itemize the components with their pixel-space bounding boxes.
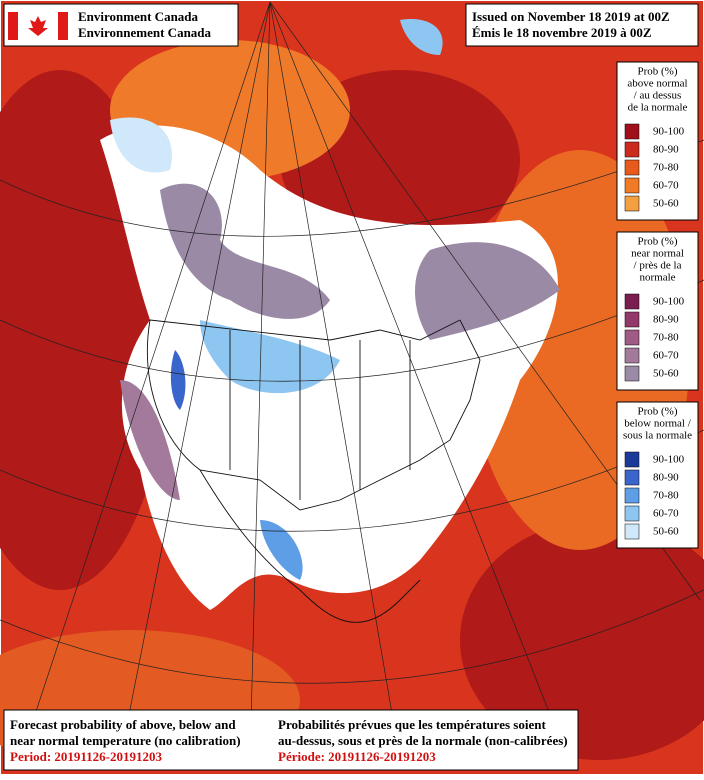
legend-title: de la normale	[628, 102, 688, 114]
legend-title: / près de la	[634, 260, 682, 272]
footer-en-period: Period: 20191126-20191203	[10, 749, 163, 764]
legend-label: 70-80	[653, 490, 679, 502]
legend-frame	[616, 231, 699, 391]
graticule	[0, 1, 704, 761]
legend-swatch	[624, 293, 640, 310]
issued-fr: Émis le 18 novembre 2019 à 00Z	[472, 25, 652, 40]
footer-en-line: near normal temperature (no calibration)	[10, 733, 241, 748]
political-borders	[147, 319, 481, 623]
legend-label: 70-80	[653, 332, 679, 344]
legend-label: 70-80	[653, 162, 679, 174]
legend-label: 80-90	[653, 472, 679, 484]
legend-title: Prob (%)	[637, 66, 677, 78]
legend-swatch	[624, 311, 640, 328]
legend-swatch	[624, 329, 640, 346]
legend-label: 80-90	[653, 314, 679, 326]
footer-box: Forecast probability of above, below and…	[3, 709, 579, 771]
agency-en: Environment Canada	[78, 9, 199, 24]
near-normal-area	[160, 183, 330, 319]
legend-swatch	[624, 487, 640, 504]
legend-title: / au dessus	[634, 90, 682, 102]
flag-band	[8, 12, 18, 40]
legend-title: sous la normale	[623, 430, 692, 442]
legend-label: 60-70	[653, 508, 679, 520]
issued-frame	[465, 3, 699, 47]
legend-swatch	[624, 365, 640, 382]
agency-box: Environment Canada Environnement Canada	[3, 3, 239, 47]
dark-red-area	[460, 520, 704, 760]
legend-label: 80-90	[653, 144, 679, 156]
below-normal-area	[170, 350, 186, 410]
below-normal-area	[400, 19, 443, 55]
legend-swatch	[624, 347, 640, 364]
footer-fr-line: Probabilités prévues que les température…	[278, 717, 546, 732]
legend-frame	[616, 61, 699, 221]
footer-frame	[3, 709, 579, 771]
legend-swatch	[624, 141, 640, 158]
below-normal-area	[200, 320, 340, 394]
legend-swatch	[624, 505, 640, 522]
legend-label: 60-70	[653, 180, 679, 192]
footer-fr-line: au-dessus, sous et près de la normale (n…	[278, 733, 568, 748]
flag-band	[58, 12, 68, 40]
legend-swatch	[624, 469, 640, 486]
legend-label: 50-60	[653, 198, 679, 210]
legend-label: 90-100	[653, 126, 685, 138]
legend-title: below normal /	[624, 418, 692, 430]
legend-title: Prob (%)	[637, 236, 677, 248]
legend-swatch	[624, 177, 640, 194]
legend-swatch	[624, 523, 640, 540]
legend-title: normale	[639, 272, 675, 284]
legend-label: 90-100	[653, 296, 685, 308]
issued-box: Issued on November 18 2019 at 00Z Émis l…	[465, 3, 699, 47]
legend-label: 60-70	[653, 350, 679, 362]
maple-leaf	[28, 16, 48, 36]
legend-swatch	[624, 451, 640, 468]
legend-label: 50-60	[653, 526, 679, 538]
below-normal-area	[260, 520, 303, 580]
issued-en: Issued on November 18 2019 at 00Z	[472, 9, 670, 24]
legend-title: near normal	[631, 248, 684, 260]
legend-title: above normal	[627, 78, 687, 90]
agency-fr: Environnement Canada	[78, 25, 212, 40]
legend-label: 90-100	[653, 454, 685, 466]
legend-swatch	[624, 159, 640, 176]
near-normal-area	[415, 242, 560, 340]
legend-title: Prob (%)	[637, 406, 677, 418]
below-normal-area	[110, 117, 172, 173]
footer-fr-period: Période: 20191126-20191203	[278, 749, 436, 764]
footer-en-line: Forecast probability of above, below and	[10, 717, 236, 732]
near-normal-area	[120, 380, 180, 500]
legend-swatch	[624, 123, 640, 140]
legend-swatch	[624, 195, 640, 212]
legend-label: 50-60	[653, 368, 679, 380]
